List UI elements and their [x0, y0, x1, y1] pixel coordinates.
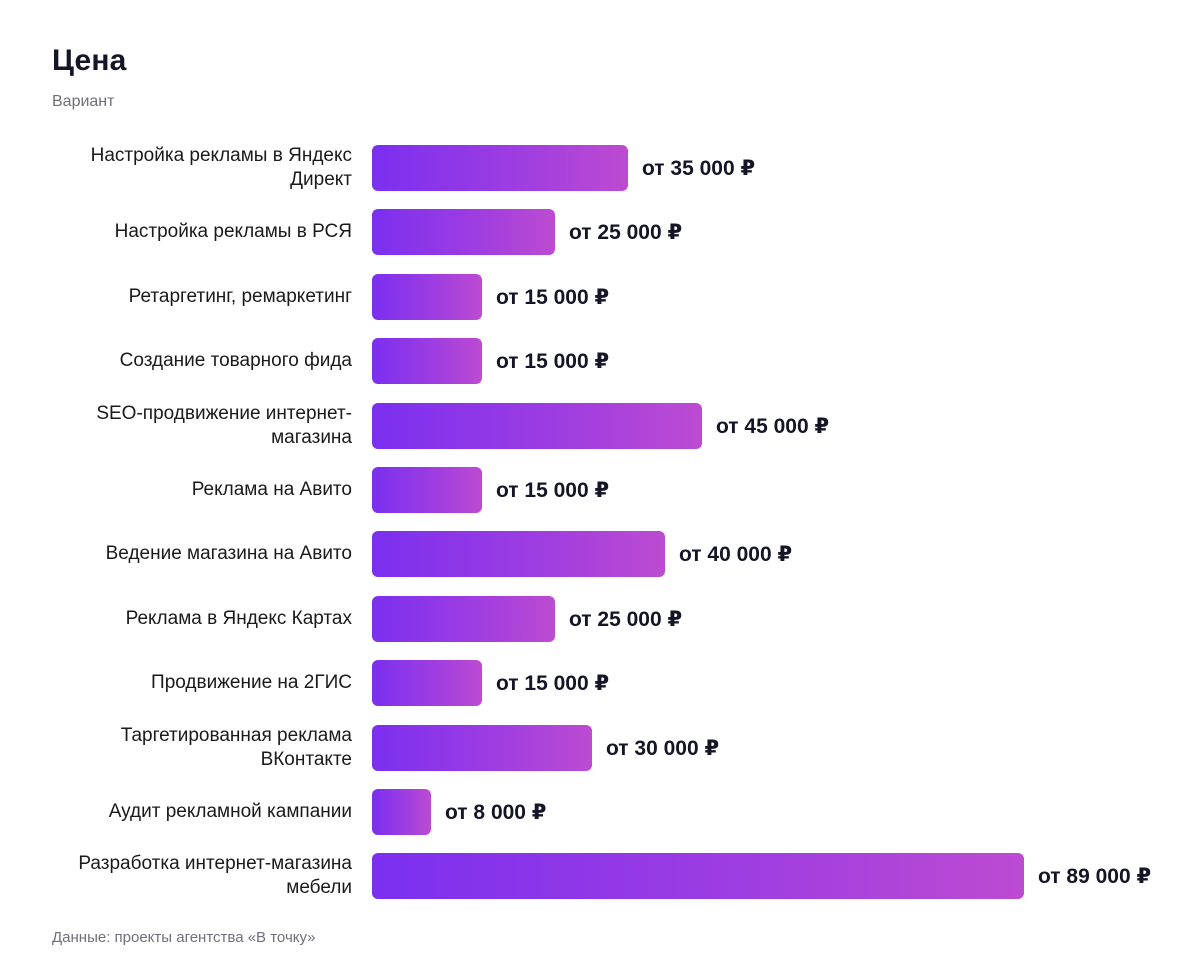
value-label: от 25 000 ₽ [569, 220, 683, 244]
category-label: Реклама в Яндекс Картах [125, 608, 352, 629]
price-bar [372, 725, 592, 771]
price-bar [372, 660, 482, 706]
price-bar [372, 596, 555, 642]
price-bar [372, 338, 482, 384]
category-label: Настройка рекламы в РСЯ [114, 221, 352, 242]
price-bar [372, 274, 482, 320]
bar-row: Настройка рекламы в РСЯ от 25 000 ₽ [0, 209, 1200, 255]
price-bar [372, 145, 628, 191]
category-label: Ведение магазина на Авито [105, 543, 352, 564]
category-label: Настройка рекламы в Яндекс Директ [90, 145, 352, 190]
price-bar [372, 531, 665, 577]
category-label: Реклама на Авито [191, 479, 352, 500]
chart-title: Цена [52, 44, 127, 77]
value-label: от 40 000 ₽ [679, 542, 793, 566]
category-label: Разработка интернет-магазина мебели [78, 853, 352, 898]
value-label: от 45 000 ₽ [716, 414, 830, 438]
price-bar [372, 853, 1024, 899]
price-bar [372, 403, 702, 449]
bar-row: Реклама на Авито от 15 000 ₽ [0, 467, 1200, 513]
bar-row: SEO-продвижение интернет-магазина от 45 0… [0, 403, 1200, 449]
value-label: от 15 000 ₽ [496, 285, 610, 309]
chart-source: Данные: проекты агентства «В точку» [52, 929, 316, 946]
value-label: от 25 000 ₽ [569, 607, 683, 631]
bar-row: Создание товарного фида от 15 000 ₽ [0, 338, 1200, 384]
value-label: от 15 000 ₽ [496, 349, 610, 373]
bar-row: Ведение магазина на Авито от 40 000 ₽ [0, 531, 1200, 577]
bar-row: Ретаргетинг, ремаркетинг от 15 000 ₽ [0, 274, 1200, 320]
bar-row: Продвижение на 2ГИС от 15 000 ₽ [0, 660, 1200, 706]
bar-row: Таргетированная реклама ВКонтакте от 30 0… [0, 725, 1200, 771]
category-label: Создание товарного фида [119, 350, 352, 371]
value-label: от 30 000 ₽ [606, 736, 720, 760]
value-label: от 15 000 ₽ [496, 671, 610, 695]
value-label: от 15 000 ₽ [496, 478, 610, 502]
price-bar [372, 789, 431, 835]
value-label: от 35 000 ₽ [642, 156, 756, 180]
chart-subtitle: Вариант [52, 93, 115, 110]
bar-row: Разработка интернет-магазина мебели от 89… [0, 853, 1200, 899]
bar-row: Аудит рекламной кампании от 8 000 ₽ [0, 789, 1200, 835]
category-label: Таргетированная реклама ВКонтакте [120, 725, 352, 770]
bar-row: Реклама в Яндекс Картах от 25 000 ₽ [0, 596, 1200, 642]
price-bar [372, 467, 482, 513]
category-label: Аудит рекламной кампании [108, 801, 352, 822]
category-label: Продвижение на 2ГИС [151, 672, 352, 693]
value-label: от 89 000 ₽ [1038, 864, 1152, 888]
category-label: SEO-продвижение интернет-магазина [96, 403, 352, 448]
category-label: Ретаргетинг, ремаркетинг [128, 286, 352, 307]
price-bar [372, 209, 555, 255]
value-label: от 8 000 ₽ [445, 800, 547, 824]
bar-row: Настройка рекламы в Яндекс Директ от 35 0… [0, 145, 1200, 191]
